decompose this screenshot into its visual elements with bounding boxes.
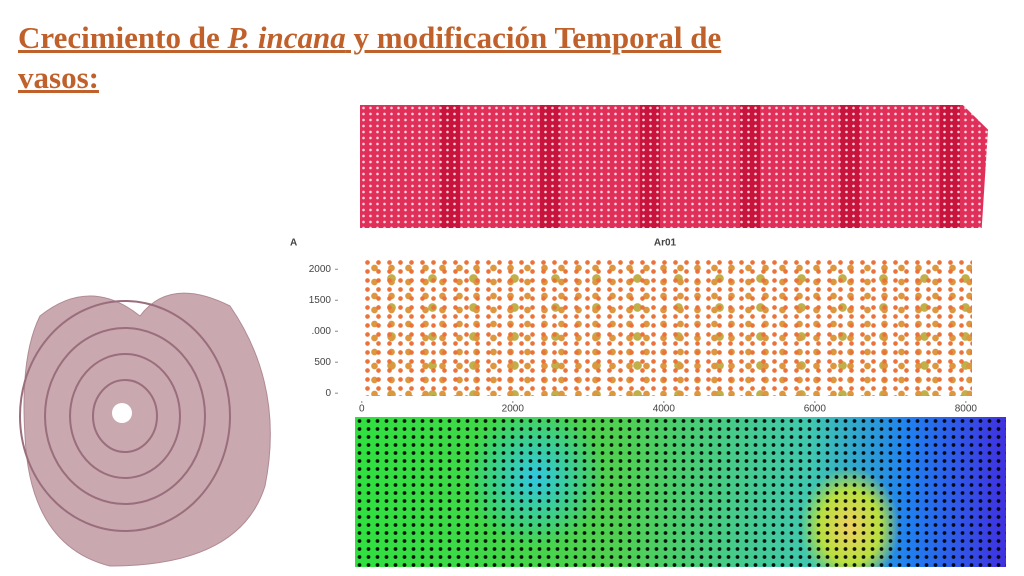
title-text: Crecimiento de — [18, 20, 228, 55]
x-tick-label: 0 — [359, 404, 365, 415]
panel-label: A — [290, 238, 297, 249]
y-tick-label: 1500 — [309, 295, 332, 306]
cross-section-image — [19, 292, 271, 567]
x-tick-label: 6000 — [804, 404, 827, 415]
y-tick-label: 2000 — [309, 264, 332, 275]
title-text: y modificación Temporal de vasos: — [18, 20, 722, 95]
slide-title: Crecimiento de P. incana y modificación … — [18, 18, 808, 98]
x-tick-label: 4000 — [653, 404, 676, 415]
scatter-chart: A Ar01 0 500 .000 1500 2000 0 2000 4000 6000 8000 — [290, 238, 978, 415]
y-tick-label: 500 — [314, 357, 331, 368]
wood-strip-image — [360, 105, 988, 228]
scatter-points-image — [362, 258, 972, 396]
heatmap-image — [355, 417, 1006, 567]
y-tick-label: .000 — [312, 326, 332, 337]
y-tick-label: 0 — [325, 388, 331, 399]
x-tick-label: 8000 — [955, 404, 978, 415]
x-tick-label: 2000 — [502, 404, 525, 415]
chart-title: Ar01 — [654, 238, 677, 249]
title-italic: P. incana — [227, 20, 346, 55]
